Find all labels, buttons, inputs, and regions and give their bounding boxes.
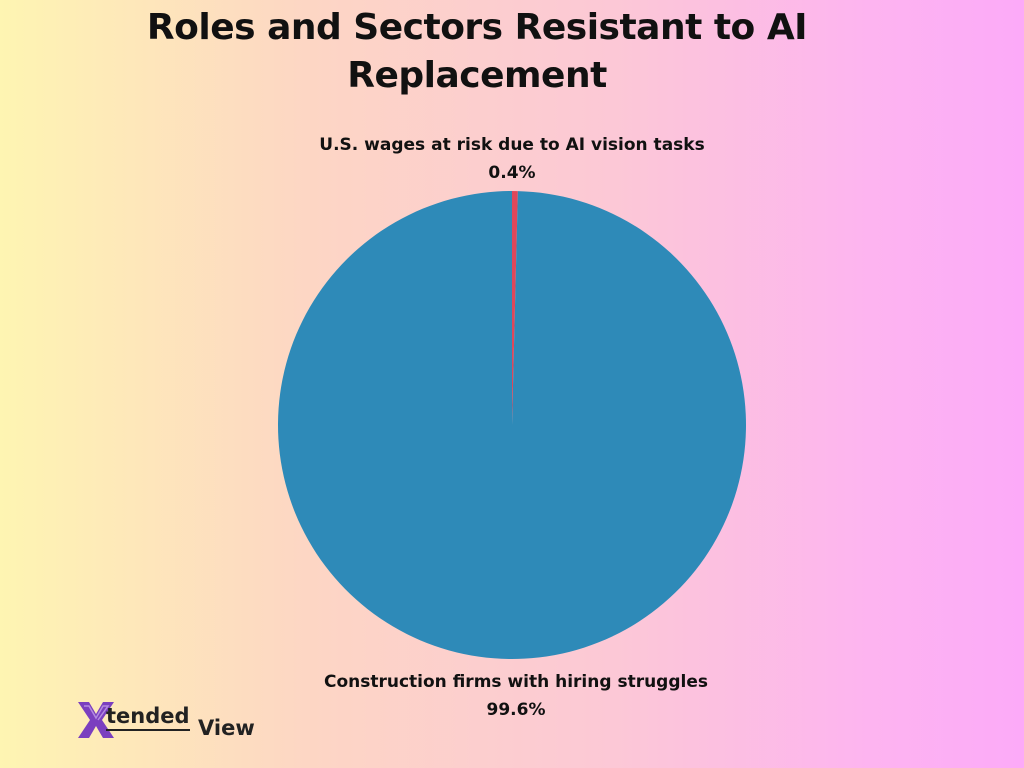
slice-value-construction-firms: 99.6% [487,700,546,720]
slice-value-wages-at-risk: 0.4% [488,163,535,183]
logo-text-view: View [198,716,255,740]
pie-slice-construction-firms [278,191,747,660]
pie-slices [278,191,747,660]
pie-slice-wages-at-risk [512,191,518,425]
xtendedview-logo: tended View [76,700,276,750]
slice-label-wages-at-risk: U.S. wages at risk due to AI vision task… [319,135,704,155]
pie-labels: U.S. wages at risk due to AI vision task… [319,135,708,720]
chart-title-line-2: Replacement [347,55,607,96]
logo-x-mark [78,702,114,738]
slice-label-construction-firms: Construction firms with hiring struggles [324,672,708,692]
chart-title-line-1: Roles and Sectors Resistant to AI [146,7,808,48]
chart-title: Roles and Sectors Resistant to AI Replac… [0,4,954,100]
logo-text-tended: tended [106,704,190,731]
